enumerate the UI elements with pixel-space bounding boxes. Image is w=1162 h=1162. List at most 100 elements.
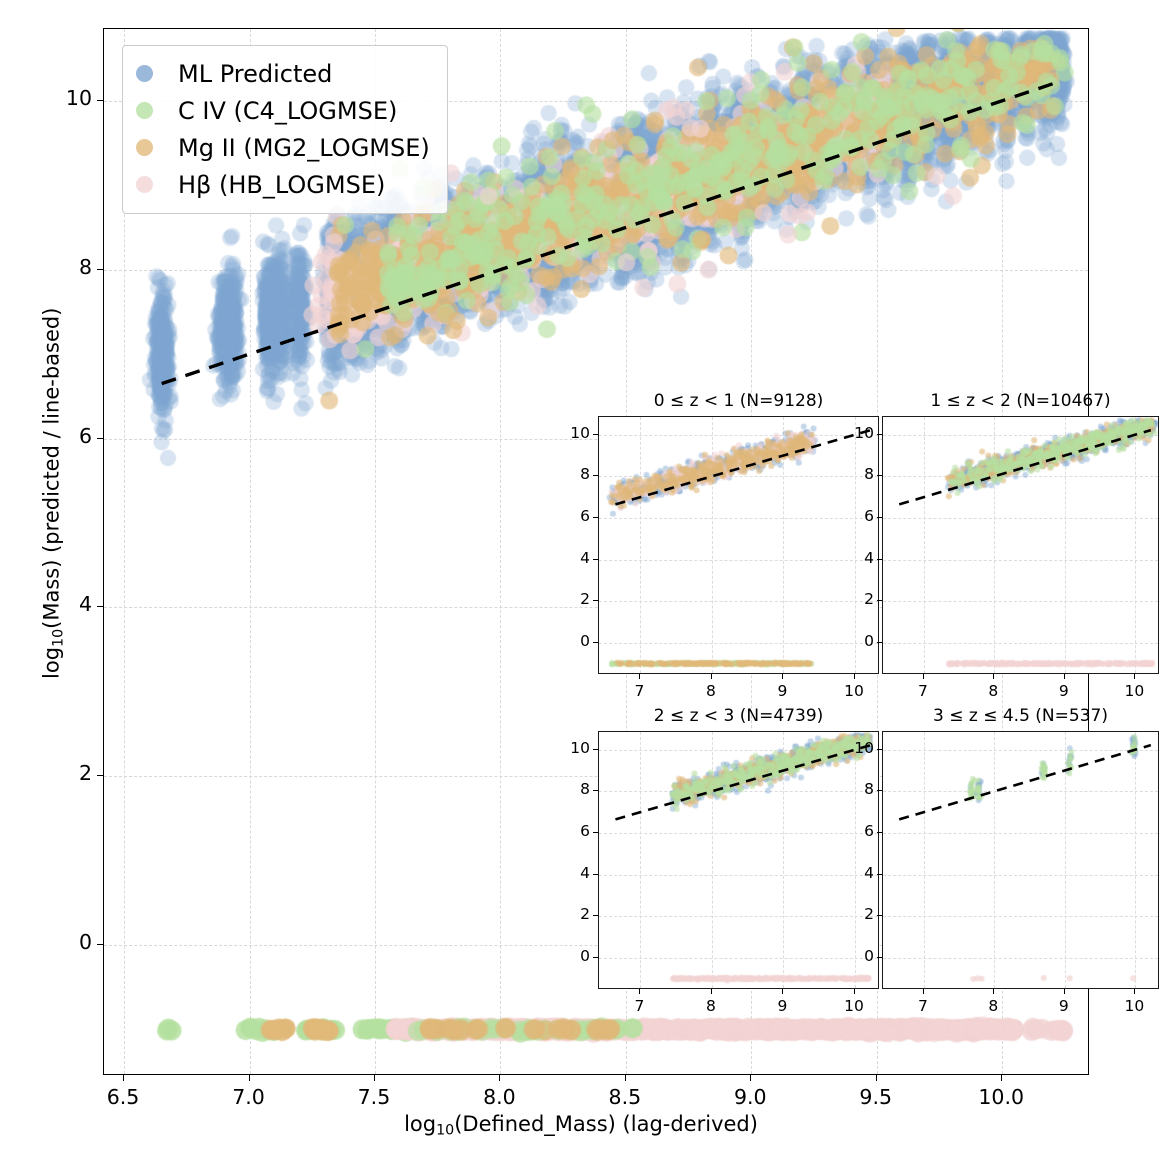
inset-identity-line bbox=[898, 743, 1152, 821]
inset-y-tick-mark bbox=[877, 956, 882, 958]
inset-y-tick-mark bbox=[593, 516, 598, 518]
inset-y-tick-mark bbox=[593, 433, 598, 435]
identity-reference-line bbox=[161, 80, 1058, 386]
inset-y-tick-label: 8 bbox=[580, 780, 590, 799]
inset-identity-line bbox=[615, 743, 872, 821]
legend-marker-hbeta bbox=[136, 176, 153, 193]
inset-y-tick-label: 4 bbox=[580, 548, 590, 567]
inset-x-tick-label: 9 bbox=[777, 997, 788, 1015]
inset-x-tick-mark bbox=[922, 674, 924, 679]
inset-y-tick-label: 2 bbox=[580, 905, 590, 924]
inset-y-tick-mark bbox=[877, 915, 882, 917]
inset-scatter-canvas bbox=[883, 417, 1158, 673]
inset-y-tick-mark bbox=[593, 873, 598, 875]
legend-marker-civ bbox=[136, 102, 153, 119]
inset-title: 3 ≤ z ≤ 4.5 (N=537) bbox=[933, 706, 1108, 726]
inset-x-tick-mark bbox=[853, 989, 855, 994]
inset-y-tick-mark bbox=[877, 433, 882, 435]
inset-x-tick-mark bbox=[782, 674, 784, 679]
inset-y-tick-label: 8 bbox=[864, 780, 874, 799]
legend-marker-ml-predicted bbox=[136, 65, 153, 82]
inset-y-tick-mark bbox=[877, 748, 882, 750]
inset-y-tick-label: 2 bbox=[864, 905, 874, 924]
inset-y-tick-mark bbox=[593, 475, 598, 477]
inset-x-tick-mark bbox=[782, 989, 784, 994]
legend-label: Hβ (HB_LOGMSE) bbox=[178, 170, 386, 199]
inset-y-tick-label: 4 bbox=[580, 863, 590, 882]
inset-y-tick-mark bbox=[593, 831, 598, 833]
y-tick-mark bbox=[97, 437, 103, 439]
inset-y-tick-mark bbox=[877, 516, 882, 518]
inset-x-tick-label: 10 bbox=[1124, 682, 1145, 700]
y-tick-label: 2 bbox=[78, 761, 92, 786]
inset-x-tick-label: 8 bbox=[706, 682, 716, 700]
inset-y-tick-label: 8 bbox=[580, 465, 590, 484]
x-tick-mark bbox=[750, 1075, 752, 1081]
inset-x-tick-mark bbox=[1134, 989, 1136, 994]
x-tick-label: 9.0 bbox=[733, 1085, 767, 1109]
legend: ML Predicted C IV (C4_LOGMSE) Mg II (MG2… bbox=[122, 45, 448, 214]
inset-y-tick-label: 10 bbox=[854, 738, 874, 757]
inset-y-tick-label: 8 bbox=[864, 465, 874, 484]
inset-title: 0 ≤ z < 1 (N=9128) bbox=[653, 391, 824, 411]
inset-y-tick-mark bbox=[593, 600, 598, 602]
inset-x-tick-mark bbox=[993, 674, 995, 679]
x-tick-label: 7.5 bbox=[357, 1085, 391, 1109]
y-tick-label: 4 bbox=[78, 592, 92, 617]
x-tick-mark bbox=[624, 1075, 626, 1081]
legend-marker-mgii bbox=[136, 139, 153, 156]
inset-x-tick-mark bbox=[1063, 674, 1065, 679]
y-tick-mark bbox=[97, 606, 103, 608]
y-tick-label: 6 bbox=[78, 423, 92, 448]
x-tick-mark bbox=[875, 1075, 877, 1081]
inset-x-tick-mark bbox=[710, 674, 712, 679]
inset-y-tick-label: 0 bbox=[580, 631, 590, 650]
legend-item: ML Predicted bbox=[136, 55, 430, 92]
inset-y-tick-mark bbox=[593, 558, 598, 560]
inset-scatter-canvas bbox=[599, 732, 878, 988]
inset-x-tick-mark bbox=[1134, 674, 1136, 679]
inset-y-tick-mark bbox=[877, 790, 882, 792]
inset-y-tick-mark bbox=[877, 600, 882, 602]
inset-x-tick-mark bbox=[993, 989, 995, 994]
x-tick-label: 8.5 bbox=[608, 1085, 642, 1109]
inset-y-tick-label: 0 bbox=[580, 946, 590, 965]
inset-x-tick-label: 9 bbox=[777, 682, 788, 700]
inset-panel bbox=[598, 416, 879, 674]
inset-y-tick-label: 2 bbox=[580, 590, 590, 609]
y-tick-mark bbox=[97, 268, 103, 270]
inset-panel bbox=[882, 416, 1159, 674]
y-tick-label: 10 bbox=[65, 85, 92, 110]
x-tick-mark bbox=[248, 1075, 250, 1081]
y-axis-label: log10(Mass) (predicted / line-based) bbox=[39, 307, 67, 679]
inset-y-tick-mark bbox=[593, 915, 598, 917]
inset-scatter-canvas bbox=[883, 732, 1158, 988]
inset-x-tick-mark bbox=[639, 674, 641, 679]
inset-y-tick-mark bbox=[877, 558, 882, 560]
inset-y-tick-label: 0 bbox=[864, 946, 874, 965]
inset-x-tick-label: 10 bbox=[844, 997, 864, 1015]
inset-y-tick-mark bbox=[877, 831, 882, 833]
inset-x-tick-label: 8 bbox=[706, 997, 716, 1015]
y-tick-mark bbox=[97, 775, 103, 777]
inset-identity-line bbox=[898, 428, 1152, 506]
inset-y-tick-label: 4 bbox=[864, 863, 874, 882]
inset-x-tick-mark bbox=[922, 989, 924, 994]
x-tick-label: 10.0 bbox=[978, 1085, 1025, 1109]
inset-title: 1 ≤ z < 2 (N=10467) bbox=[930, 391, 1111, 411]
inset-y-tick-label: 10 bbox=[570, 738, 590, 757]
inset-y-tick-mark bbox=[877, 873, 882, 875]
legend-item: C IV (C4_LOGMSE) bbox=[136, 92, 430, 129]
inset-y-tick-label: 10 bbox=[570, 423, 590, 442]
inset-x-tick-label: 7 bbox=[917, 997, 928, 1015]
legend-label: C IV (C4_LOGMSE) bbox=[178, 96, 398, 125]
inset-y-tick-mark bbox=[593, 790, 598, 792]
inset-y-tick-mark bbox=[593, 641, 598, 643]
inset-x-tick-mark bbox=[639, 989, 641, 994]
x-tick-mark bbox=[1001, 1075, 1003, 1081]
inset-y-tick-label: 2 bbox=[864, 590, 874, 609]
y-tick-label: 0 bbox=[78, 930, 92, 955]
inset-x-tick-label: 9 bbox=[1058, 997, 1069, 1015]
inset-y-tick-label: 4 bbox=[864, 548, 874, 567]
inset-identity-line bbox=[615, 428, 872, 506]
